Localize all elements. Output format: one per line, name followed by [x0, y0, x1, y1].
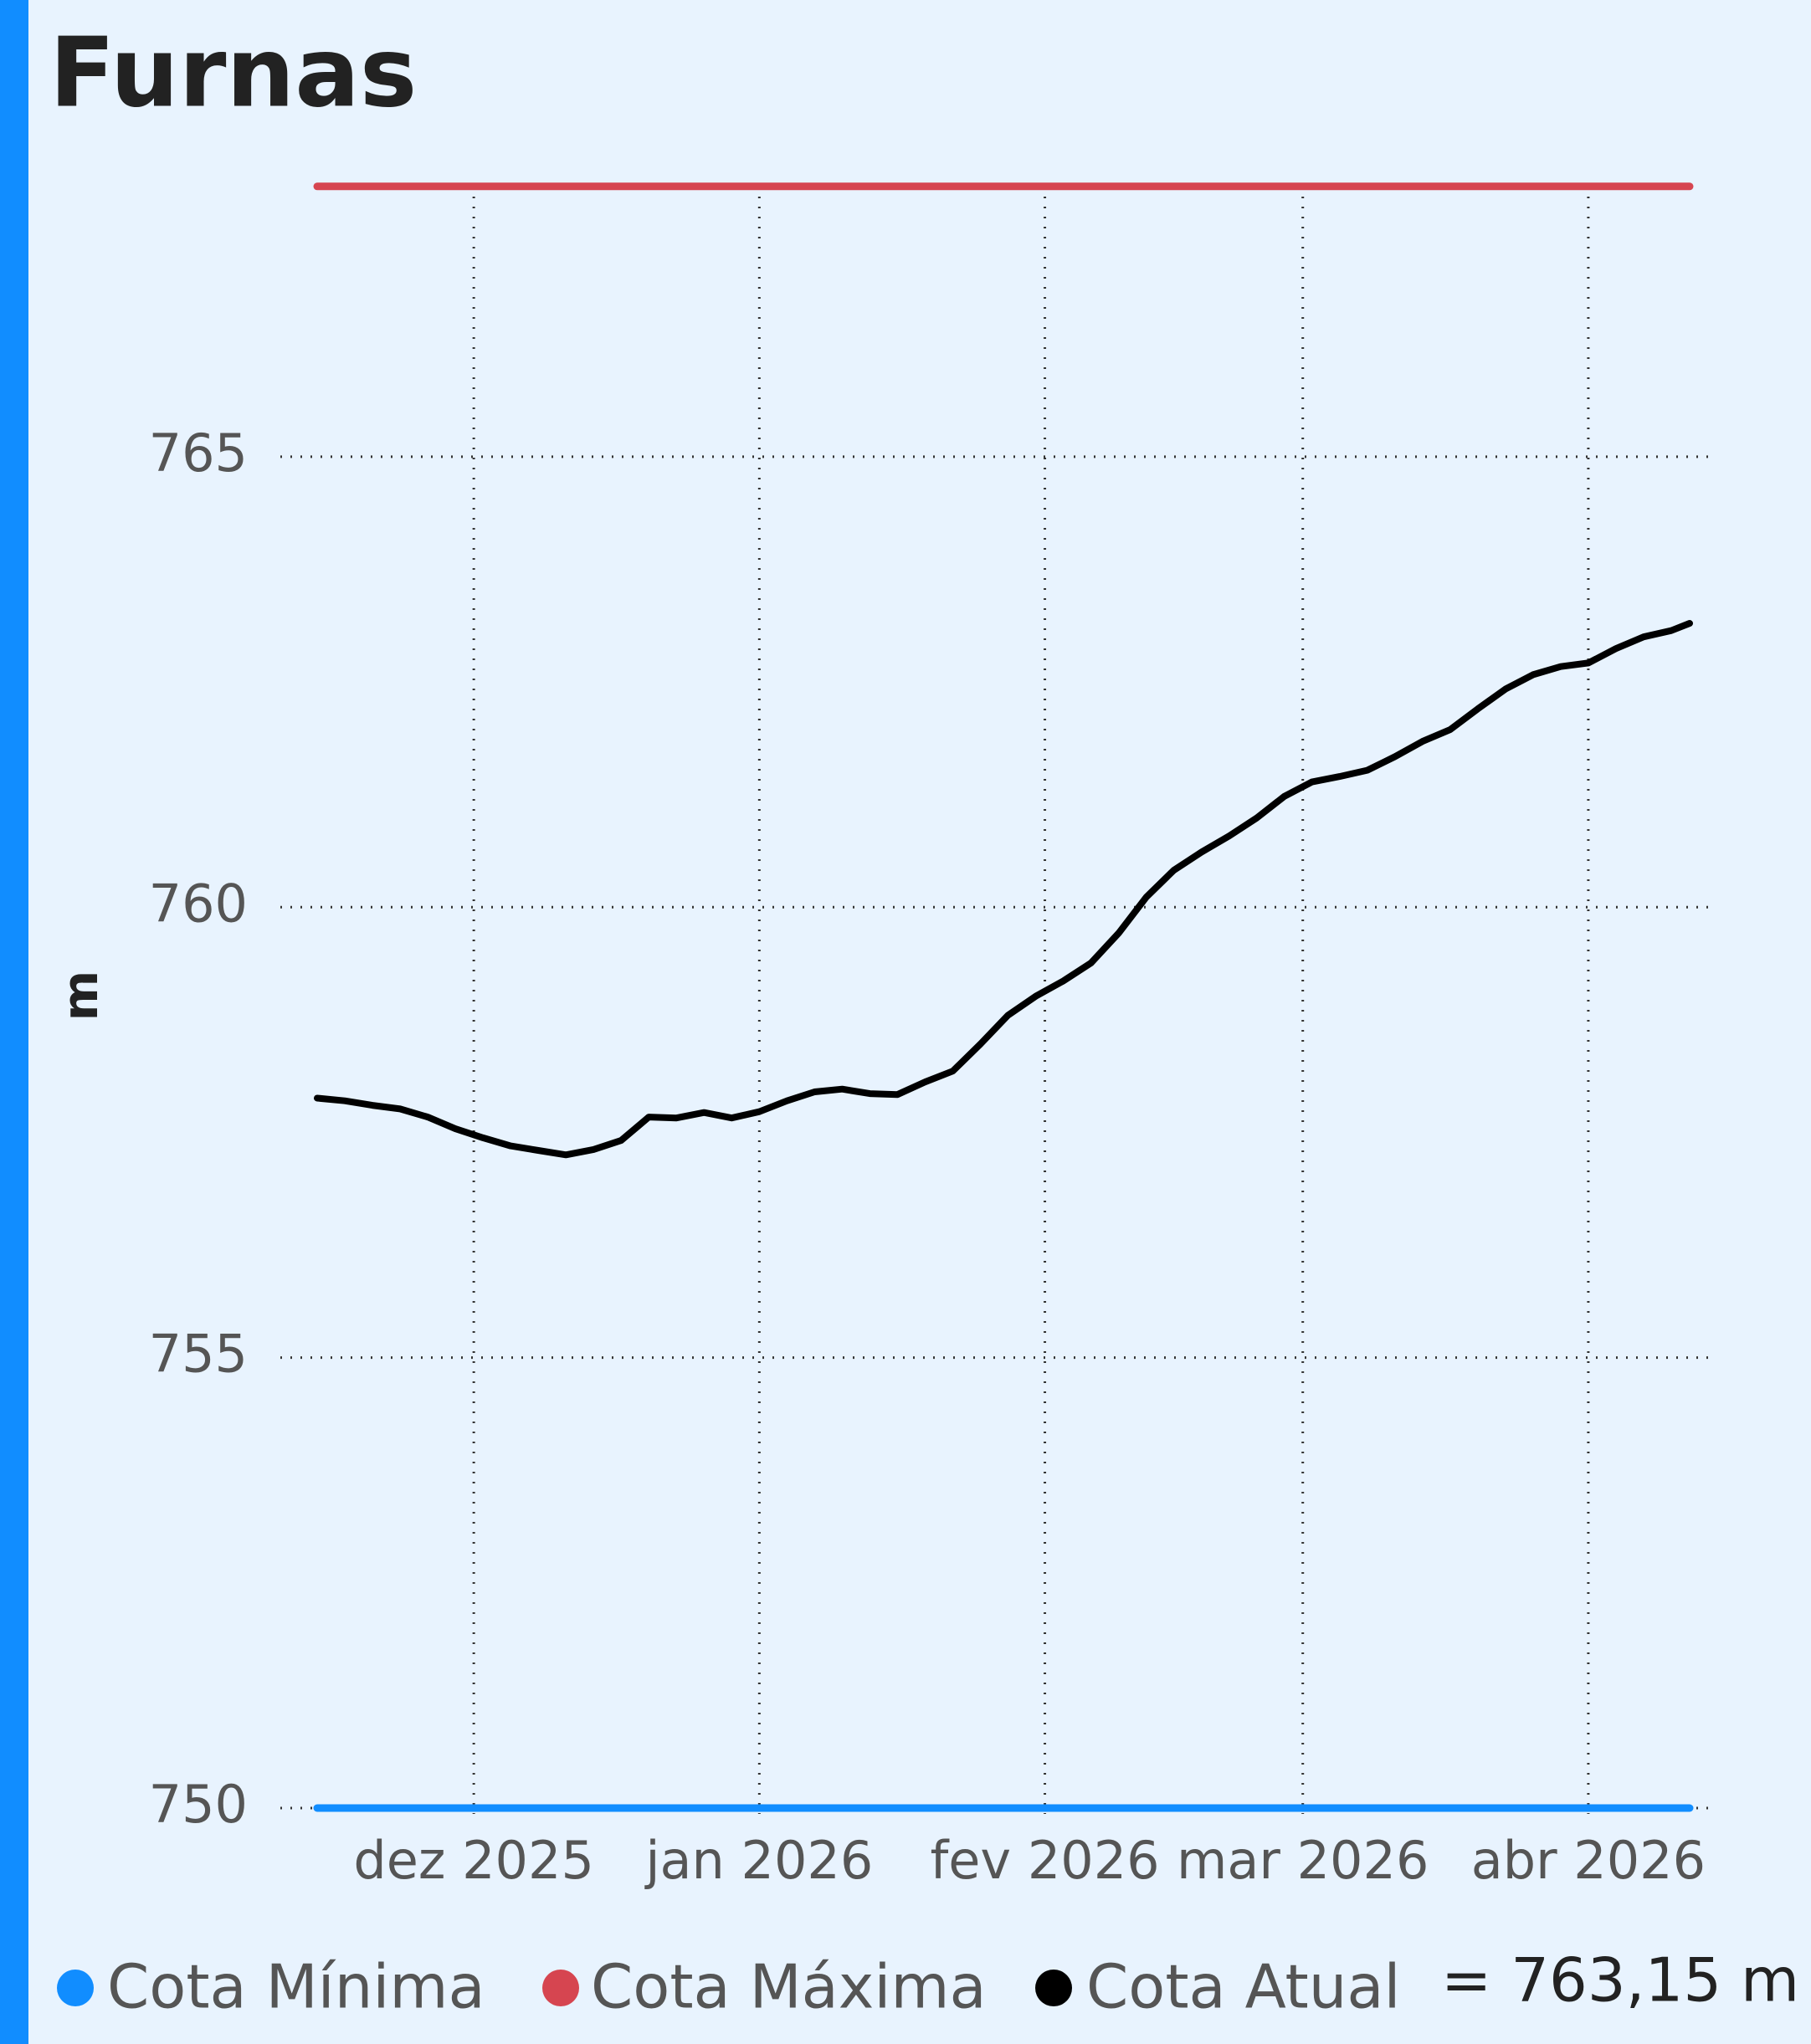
y-tick-label: 755 — [149, 1324, 248, 1385]
x-tick-label: fev 2026 — [930, 1830, 1159, 1891]
y-tick-label: 760 — [149, 873, 248, 934]
series-line — [314, 620, 1693, 1159]
x-tick-label: dez 2025 — [353, 1830, 594, 1891]
legend-label: Cota Mínima — [107, 1952, 485, 2022]
legend-marker — [1035, 1970, 1072, 2006]
x-tick-label: abr 2026 — [1471, 1830, 1706, 1891]
chart-title: Furnas — [49, 18, 417, 130]
y-axis-label: m — [52, 971, 109, 1021]
legend-value: = 763,15 m — [1441, 1945, 1799, 2016]
x-tick-label: jan 2026 — [644, 1830, 873, 1891]
legend-label: Cota Máxima — [591, 1952, 987, 2022]
legend-marker — [57, 1970, 94, 2006]
legend-marker — [542, 1970, 579, 2006]
x-tick-label: mar 2026 — [1177, 1830, 1429, 1891]
legend-label: Cota Atual — [1086, 1952, 1401, 2022]
accent-bar — [0, 0, 28, 2044]
y-tick-label: 765 — [149, 423, 248, 484]
y-tick-label: 750 — [149, 1774, 248, 1835]
